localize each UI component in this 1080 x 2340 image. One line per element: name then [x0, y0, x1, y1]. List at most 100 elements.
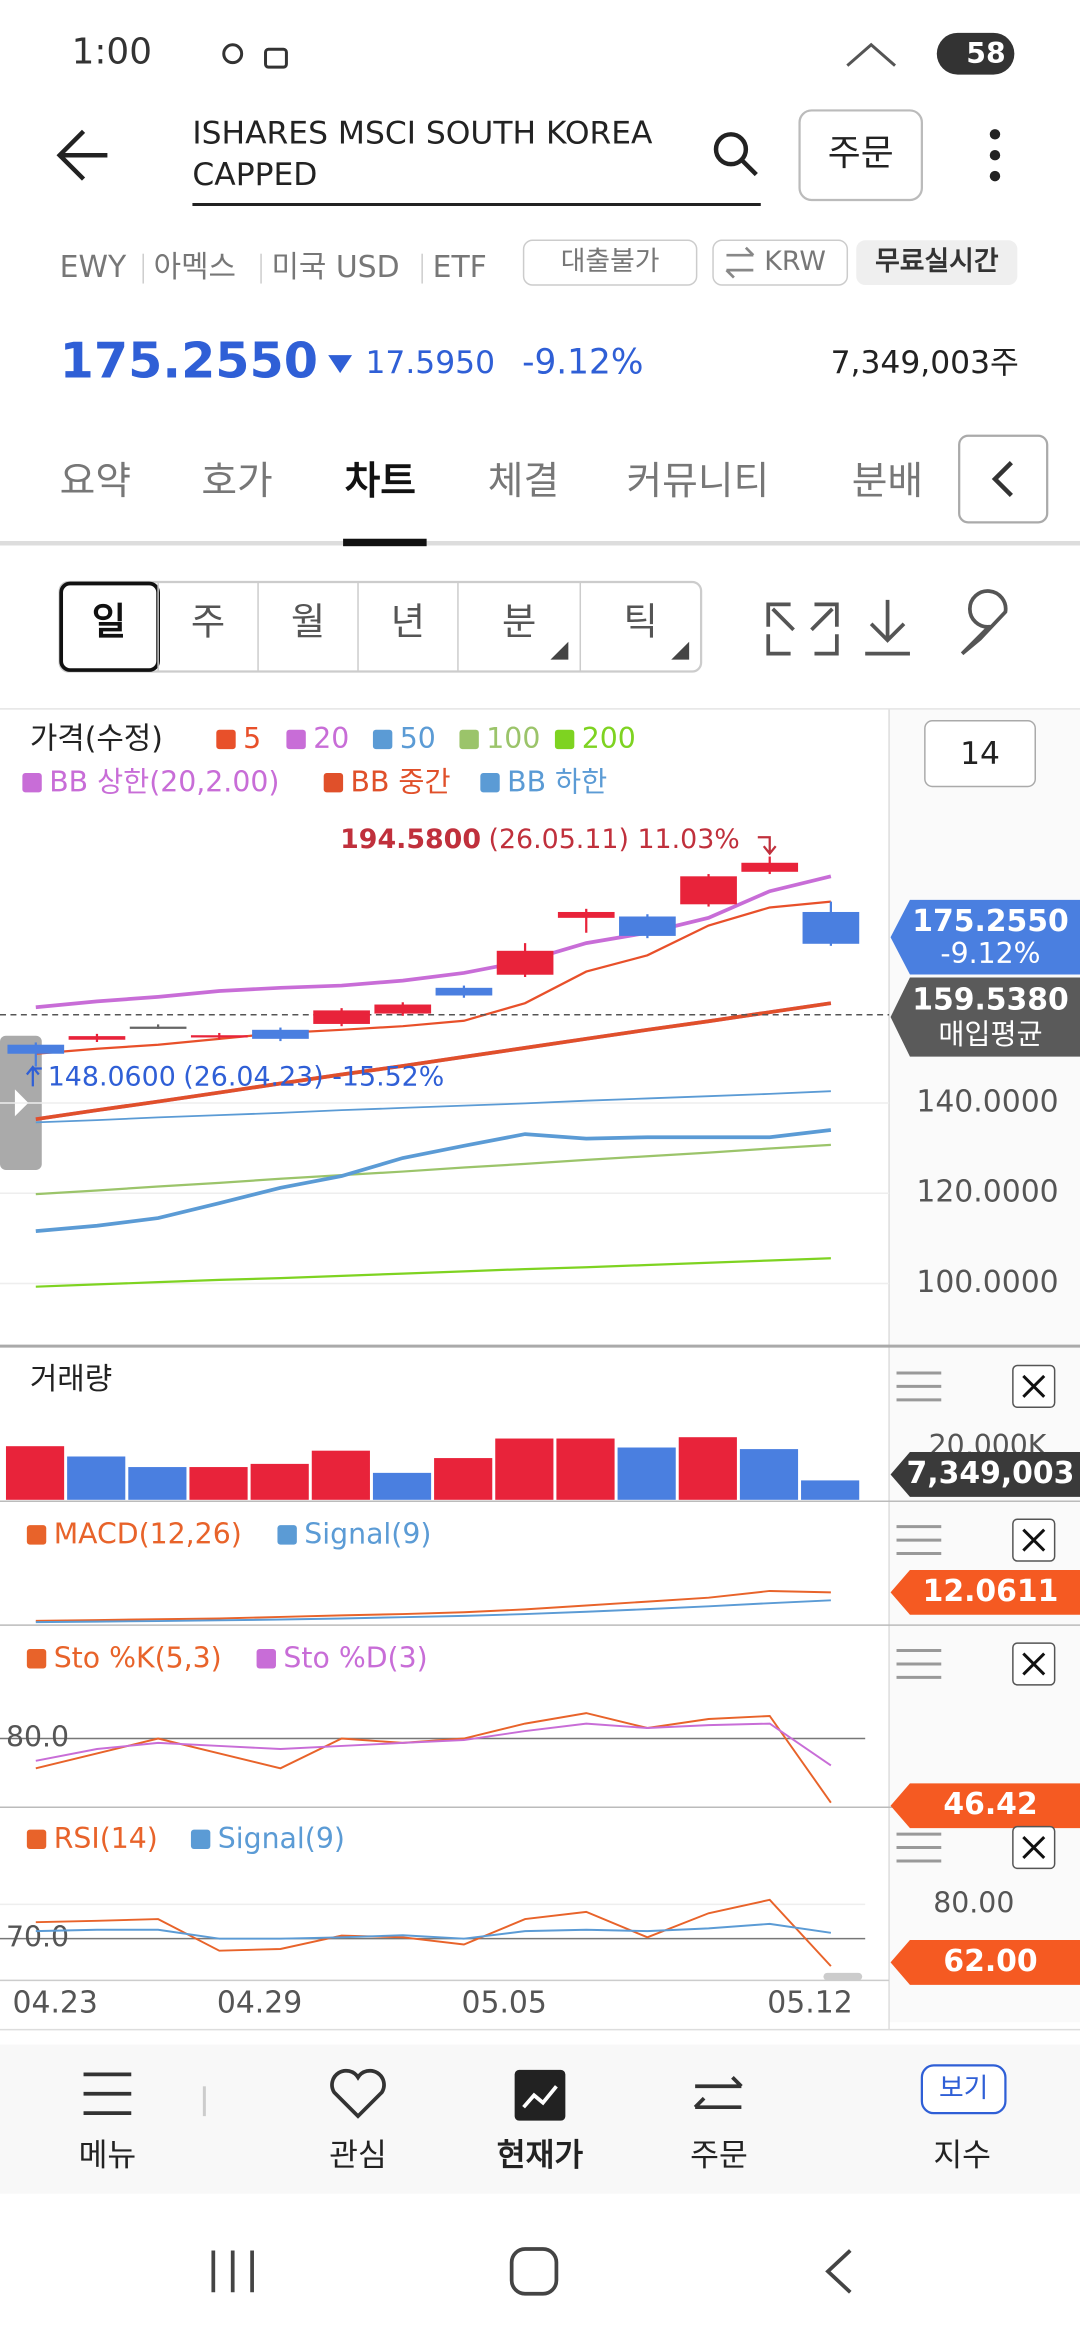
info-badge: [712, 239, 849, 286]
legend-swatch: [323, 773, 344, 793]
candle-body: [802, 911, 860, 944]
period-button[interactable]: 틱: [624, 599, 658, 643]
high-note: 194.5800 (26.05.11) 11.03%: [340, 824, 740, 855]
nav-label[interactable]: 주문: [690, 2137, 748, 2173]
legend-swatch: [26, 1525, 47, 1545]
indicator-line: [35, 1722, 832, 1767]
nav-label[interactable]: 관심: [329, 2137, 387, 2173]
price-change: 17.5950: [365, 345, 495, 381]
legend-label: 5: [243, 722, 261, 755]
period-count-box[interactable]: [924, 720, 1036, 788]
period-count: 14: [960, 736, 1000, 772]
home-button[interactable]: [509, 2247, 559, 2296]
tab[interactable]: 분배: [852, 459, 923, 504]
legend-label: Sto %K(5,3): [54, 1641, 222, 1674]
info-badge-label: 무료실시간: [875, 246, 999, 277]
bottom-nav-items: 메뉴 관심 현재가 주문 지수 보기: [79, 2064, 1007, 2173]
y-tick-label: 80.0: [6, 1721, 69, 1754]
y-tick-label: 140.0000: [916, 1084, 1058, 1119]
candle-body: [374, 1004, 432, 1014]
candle-body: [7, 1044, 65, 1054]
legend-swatch: [480, 773, 500, 793]
period-submenu-mark: [550, 641, 569, 660]
tab[interactable]: 체결: [488, 459, 559, 504]
y-tick-label: 70.0: [6, 1921, 69, 1954]
indicator-line: [35, 1257, 831, 1288]
legend-swatch: [26, 1649, 47, 1669]
info-row: EWY 아멕스 미국 USD ETF 대출불가 KRW 무료실시간: [60, 239, 1018, 286]
back-button[interactable]: [56, 129, 108, 181]
volume-bar: [128, 1467, 187, 1500]
volume-bar: [617, 1447, 676, 1500]
order-button-label: 주문: [828, 133, 894, 174]
period-button[interactable]: 주: [191, 599, 225, 643]
tab[interactable]: 커뮤니티: [627, 459, 770, 504]
download-button[interactable]: [865, 599, 910, 656]
tab-collapse-button[interactable]: [958, 434, 1049, 524]
candle-body: [190, 1035, 248, 1038]
y-tick-label: 100.0000: [916, 1265, 1058, 1300]
info-badge: [856, 240, 1018, 286]
panel-menu-icon[interactable]: [896, 1525, 942, 1556]
panel-menu-icon[interactable]: [896, 1371, 942, 1402]
volume-bar: [250, 1463, 309, 1500]
legend-label: Signal(9): [304, 1518, 431, 1551]
period-button[interactable]: 년: [391, 599, 425, 643]
battery: [936, 32, 1015, 75]
y-tick-label: 120.0000: [916, 1175, 1058, 1210]
system-back-button[interactable]: [825, 2249, 852, 2294]
period-button[interactable]: 일: [92, 599, 126, 643]
low-note-price: 148.0600: [48, 1061, 176, 1092]
info-badge-label: KRW: [764, 246, 826, 277]
value-badge-label: 12.0611: [923, 1574, 1059, 1609]
fullscreen-button[interactable]: [766, 602, 839, 656]
legend-label: BB 중간: [351, 765, 451, 798]
indicator-line: [35, 1090, 831, 1124]
value-badge: [890, 1452, 1080, 1497]
tab-indicator: [343, 538, 427, 547]
panel-menu-icon[interactable]: [896, 1832, 942, 1863]
legend-label: Sto %D(3): [283, 1641, 427, 1674]
legend-label: BB 상한(20,2.00): [49, 765, 279, 798]
value-badge-label: 159.5380: [912, 983, 1069, 1018]
tab[interactable]: 요약: [60, 459, 131, 504]
nav-label[interactable]: 현재가: [497, 2137, 584, 2173]
order-button[interactable]: [798, 109, 923, 202]
indicator-line: [35, 1128, 832, 1234]
system-nav: [211, 2247, 852, 2296]
legend-swatch: [256, 1649, 276, 1669]
candle-body: [496, 950, 554, 975]
indicator-line: [35, 874, 832, 1010]
volume-bar: [678, 1437, 737, 1500]
value-badge-label: 매입평균: [938, 1018, 1042, 1051]
tab[interactable]: 호가: [201, 459, 272, 504]
current-price: 175.2550: [60, 332, 318, 390]
nav-label[interactable]: 지수: [933, 2137, 991, 2173]
settings-button[interactable]: [960, 589, 1008, 656]
panel-menu-icon[interactable]: [896, 1649, 942, 1679]
volume-bar: [556, 1438, 615, 1500]
menu-icon: [83, 2072, 132, 2116]
legend-swatch: [372, 729, 393, 750]
period-button[interactable]: 분: [502, 599, 536, 643]
value-badge: [890, 977, 1080, 1057]
high-note-detail: (26.05.11) 11.03%: [488, 824, 739, 855]
indicator-line: [35, 1143, 831, 1196]
legend-label: BB 하한: [507, 765, 607, 798]
y-tick-label: 80.00: [933, 1886, 1014, 1919]
volume-bar: [372, 1472, 432, 1500]
recents-button[interactable]: [211, 2250, 254, 2293]
more-menu[interactable]: [989, 129, 1001, 182]
search-button[interactable]: [713, 132, 749, 167]
legend-swatch: [286, 729, 306, 750]
legend-swatch: [190, 1829, 211, 1850]
period-button[interactable]: 월: [291, 599, 325, 643]
legend-label: 100: [486, 722, 540, 755]
candle-body: [680, 876, 737, 905]
tab[interactable]: 차트: [345, 459, 416, 504]
nav-label[interactable]: 메뉴: [79, 2137, 137, 2173]
order-icon: [693, 2076, 743, 2110]
wifi-icon: [846, 42, 897, 67]
